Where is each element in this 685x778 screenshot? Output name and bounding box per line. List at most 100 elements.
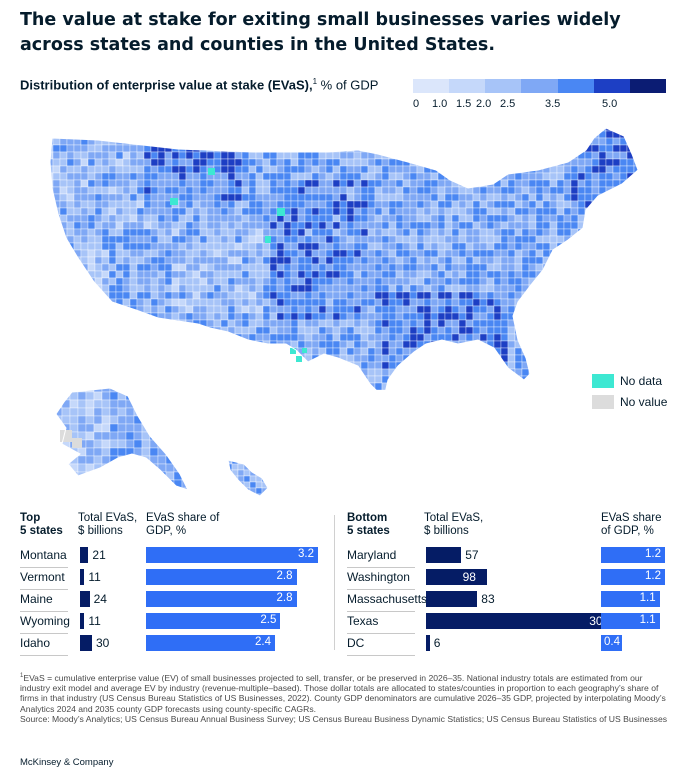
evas-share-bar [601,613,660,629]
evas-share-bar [146,613,281,629]
subtitle-unit: % of GDP [317,77,379,93]
total-evas-label: 11 [88,614,101,628]
no-data-county [208,168,215,175]
total-evas-bar [426,591,478,607]
scale-swatch-5 [557,79,595,93]
footnote-marker: 1 [20,673,24,679]
total-evas-label: 57 [465,548,479,562]
state-name: Maryland [347,548,397,562]
state-name: DC [347,636,365,650]
evas-share-bar [601,547,665,563]
evas-share-label: 1.2 [645,548,661,560]
total-evas-bar [80,613,85,629]
legend-label: No data [620,374,663,388]
evas-share-bar [601,591,660,607]
chart-title: The value at stake for exiting small bus… [20,10,621,55]
no-value-county [60,430,72,442]
total-evas-label: 6 [433,636,441,650]
row-separator [20,611,68,612]
no-data-county [277,208,285,216]
row-separator [20,589,68,590]
state-name: Montana [20,548,67,562]
alaska-outline [55,387,189,491]
table-divider [334,515,335,650]
state-name: Maine [20,592,53,606]
legend-swatch [592,395,614,409]
evas-share-bar [146,547,318,563]
bottom-state-row: Washington 98 1.2 [347,568,665,590]
county-cells-contiguous [50,128,638,391]
bottom-state-row: Texas 303 1.1 [347,612,665,634]
total-evas-label: 98 [462,570,476,584]
legend-item-no-data: No data [592,371,667,391]
no-data-county [290,348,296,354]
scale-tick-3: 1.5 [456,98,472,110]
no-value-county [72,438,82,448]
row-separator [20,567,68,568]
scale-swatch-3 [485,79,522,93]
total-evas-bar [426,613,614,629]
top-header-total: Total EVaS, $ billions [78,512,138,537]
evas-share-bar [146,591,297,607]
total-evas-bar [80,569,85,585]
scale-tick-5: 2.5 [500,98,516,110]
total-evas-bar [426,635,430,651]
scale-tick-2: 1.0 [432,98,448,110]
total-evas-label: 11 [88,570,101,584]
evas-share-label: 2.4 [255,636,271,648]
legend-label: No value [620,395,668,409]
map-subtitle: Distribution of enterprise value at stak… [20,77,378,92]
top-header-share: EVaS share of GDP, % [146,512,220,537]
footnotes: 1EVaS = cumulative enterprise value (EV)… [20,671,670,724]
subtitle-main: Distribution of enterprise value at stak… [20,77,313,93]
state-name: Texas [347,614,379,628]
top-state-row: Maine 24 2.8 [20,590,325,612]
scale-swatch-2 [449,79,486,93]
row-separator [347,611,415,612]
legend-swatch [592,374,614,388]
color-scale-legend: 0 1.0 1.5 2.0 2.5 3.5 5.0 [413,79,667,115]
brand-logo-text: McKinsey & Company [20,757,114,768]
top-state-row: Vermont 11 2.8 [20,568,325,590]
bottom-state-row: Maryland 57 1.2 [347,546,665,568]
hawaii-outline [227,459,269,497]
total-evas-bar [80,635,92,651]
evas-share-label: 1.2 [645,570,661,582]
legend-item-no-value: No value [592,392,667,412]
total-evas-label: 24 [93,592,107,606]
bottom-header-total: Total EVaS, $ billions [424,512,484,537]
state-name: Washington [347,570,410,584]
top-state-row: Wyoming 11 2.5 [20,612,325,634]
row-separator [20,655,68,656]
source-text: Source: Moody’s Analytics; US Census Bur… [20,714,668,725]
row-separator [347,655,415,656]
total-evas-label: 21 [92,548,106,562]
evas-share-bar [146,569,297,585]
top-state-row: Montana 21 3.2 [20,546,325,568]
row-separator [20,633,68,634]
total-evas-bar [426,569,487,585]
scale-tick-4: 2.0 [476,98,492,110]
scale-swatch-7 [629,79,667,93]
evas-share-label: 1.1 [639,614,656,626]
total-evas-bar [80,547,89,563]
row-separator [347,633,415,634]
evas-share-label: 2.8 [276,592,293,604]
scale-tick-7: 5.0 [602,98,618,110]
state-name: Idaho [20,636,51,650]
state-name: Vermont [20,570,65,584]
total-evas-label: 83 [481,592,495,606]
contiguous-us-outline [49,127,639,399]
top-header-states: Top 5 states [20,512,63,537]
scale-tick-6: 3.5 [545,98,561,110]
no-data-county [296,356,302,362]
no-data-county [265,236,271,243]
evas-share-bar [146,635,275,651]
footnote-text: EVaS = cumulative enterprise value (EV) … [20,672,666,714]
evas-share-label: 2.5 [260,614,277,626]
scale-swatch-4 [521,79,559,93]
state-name: Massachusetts [347,592,428,606]
scale-tick-1: 0 [413,98,420,110]
row-separator [347,589,415,590]
state-name: Wyoming [20,614,70,628]
